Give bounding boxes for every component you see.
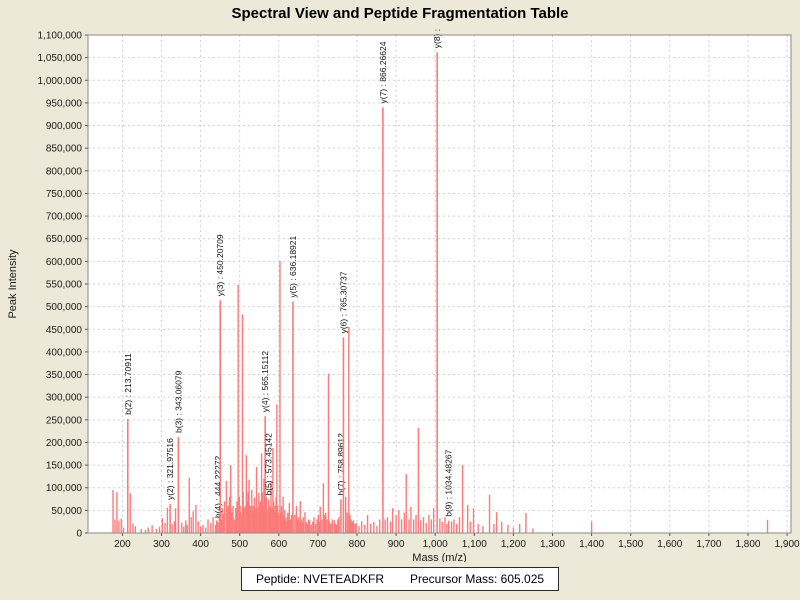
peak-label: b(5) : 573.45142: [263, 433, 273, 496]
y-tick-label: 1,000,000: [38, 76, 83, 87]
chart-title: Spectral View and Peptide Fragmentation …: [231, 5, 569, 22]
x-tick-label: 1,500: [618, 539, 643, 550]
y-tick-label: 200,000: [46, 438, 83, 449]
peak-label: y(6) : 765.30737: [338, 271, 348, 333]
x-tick-label: 1,000: [423, 539, 448, 550]
x-tick-label: 1,900: [775, 539, 800, 550]
y-tick-label: 500,000: [46, 302, 83, 313]
y-tick-label: 450,000: [46, 325, 83, 336]
footer: Peptide: NVETEADKFR Precursor Mass: 605.0…: [0, 567, 800, 591]
y-tick-label: 750,000: [46, 189, 83, 200]
y-tick-label: 0: [76, 529, 82, 540]
peak-label: b(3) : 343.06079: [173, 370, 183, 433]
plot-border: [87, 34, 792, 534]
peak-label: b(2) : 213.70911: [123, 353, 133, 415]
peak-label: y(3) : 450.20709: [215, 234, 225, 296]
y-tick-label: 550,000: [46, 280, 83, 291]
y-tick-label: 850,000: [46, 144, 83, 155]
y-tick-label: 650,000: [46, 234, 83, 245]
x-tick-label: 1,600: [657, 539, 682, 550]
x-axis-title: Mass (m/z): [412, 552, 466, 562]
y-tick-label: 800,000: [46, 166, 83, 177]
x-tick-label: 1,300: [540, 539, 565, 550]
peak-label: b(9) : 1034.48267: [444, 449, 454, 516]
x-tick-label: 900: [388, 539, 405, 550]
peak-label: b(4) : 444.22272: [213, 455, 223, 518]
x-tick-label: 1,800: [735, 539, 760, 550]
y-tick-label: 600,000: [46, 257, 83, 268]
y-axis-title: Peak Intensity: [7, 249, 19, 319]
peak-label: y(4) : 565.15112: [260, 351, 270, 413]
peak-label: y(7) : 866.26624: [378, 41, 388, 103]
x-tick-label: 700: [310, 539, 327, 550]
peptide-label: Peptide: NVETEADKFR: [255, 572, 384, 586]
peak-label: y(5) : 636.18921: [288, 235, 298, 297]
y-tick-label: 700,000: [46, 212, 83, 223]
peak-label: y(8) :: [432, 29, 442, 48]
peak-label: b(7) : 758.89612: [336, 433, 346, 496]
y-tick-label: 1,050,000: [38, 53, 83, 64]
x-tick-label: 400: [192, 539, 209, 550]
y-tick-label: 900,000: [46, 121, 83, 132]
y-tick-label: 50,000: [51, 506, 82, 517]
y-tick-label: 1,100,000: [38, 31, 83, 42]
peak-label: y(2) : 321.97516: [165, 438, 175, 500]
x-tick-label: 1,100: [462, 539, 487, 550]
x-tick-label: 1,200: [501, 539, 526, 550]
x-tick-label: 1,400: [579, 539, 604, 550]
y-tick-label: 400,000: [46, 347, 83, 358]
y-tick-label: 250,000: [46, 415, 83, 426]
x-tick-label: 500: [231, 539, 248, 550]
y-tick-label: 100,000: [46, 483, 83, 494]
y-tick-label: 300,000: [46, 393, 83, 404]
x-tick-label: 200: [114, 539, 131, 550]
x-tick-label: 800: [349, 539, 366, 550]
x-tick-label: 300: [153, 539, 170, 550]
y-tick-label: 150,000: [46, 461, 83, 472]
y-tick-label: 350,000: [46, 370, 83, 381]
precursor-mass-label: Precursor Mass: 605.025: [409, 572, 545, 586]
x-tick-label: 1,700: [696, 539, 721, 550]
peptide-info-box: Peptide: NVETEADKFR Precursor Mass: 605.0…: [240, 567, 560, 591]
y-tick-label: 950,000: [46, 98, 83, 109]
x-tick-label: 600: [270, 539, 287, 550]
spectrum-chart: 0 50,000 100,000 150,000 200,000 250,000 300,0…: [7, 29, 800, 562]
